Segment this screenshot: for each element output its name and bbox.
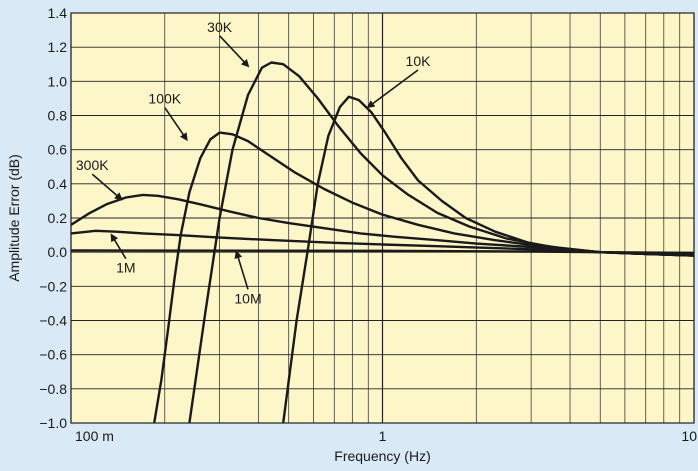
x-tick-label: 10 — [681, 428, 697, 444]
y-tick-label: 0.4 — [48, 176, 68, 192]
y-tick-label: 0.0 — [48, 244, 68, 260]
tick-labels: 1.4 1.2 1.0 0.8 0.6 0.4 0.2 0.0 −0.2 −0.4 −0.6 −0.8… — [39, 5, 697, 444]
y-tick-label: −0.4 — [39, 313, 67, 329]
grid — [70, 12, 695, 424]
series-line-100k — [153, 131, 694, 423]
curve-arrow-100k — [164, 107, 188, 142]
curve-arrow-1m — [110, 233, 127, 260]
x-tick-label: 100 m — [75, 428, 114, 444]
series-lines — [71, 61, 694, 423]
series-line-30k — [188, 61, 694, 423]
curve-label-10m: 10M — [234, 290, 261, 306]
y-axis-title: Amplitude Error (dB) — [6, 154, 22, 282]
x-axis-title: Frequency (Hz) — [334, 448, 430, 464]
curve-arrow-10k — [366, 69, 419, 109]
curve-arrow-30k — [219, 35, 250, 68]
series-line-10m — [71, 249, 694, 255]
y-tick-label: −0.8 — [39, 381, 67, 397]
y-tick-label: 1.4 — [48, 5, 68, 21]
y-tick-label: −1.0 — [39, 415, 67, 431]
y-tick-label: −0.2 — [39, 278, 67, 294]
curve-arrow-300k — [91, 173, 123, 201]
y-tick-label: 0.8 — [48, 108, 68, 124]
y-tick-label: 0.2 — [48, 210, 68, 226]
curve-label-10k: 10K — [406, 53, 432, 69]
curve-arrow-10m — [234, 250, 249, 290]
y-tick-label: 1.2 — [48, 39, 68, 55]
curve-label-300k: 300K — [76, 157, 109, 173]
y-tick-label: −0.6 — [39, 347, 67, 363]
curve-labels: 30K 10K 100K 300K 1M 10M — [76, 19, 431, 307]
curve-label-1m: 1M — [116, 260, 135, 276]
plot-frame — [70, 12, 695, 424]
curve-label-100k: 100K — [148, 91, 181, 107]
curve-label-30k: 30K — [207, 19, 233, 35]
x-tick-label: 1 — [379, 428, 387, 444]
y-tick-label: 1.0 — [48, 73, 68, 89]
y-tick-label: 0.6 — [48, 142, 68, 158]
